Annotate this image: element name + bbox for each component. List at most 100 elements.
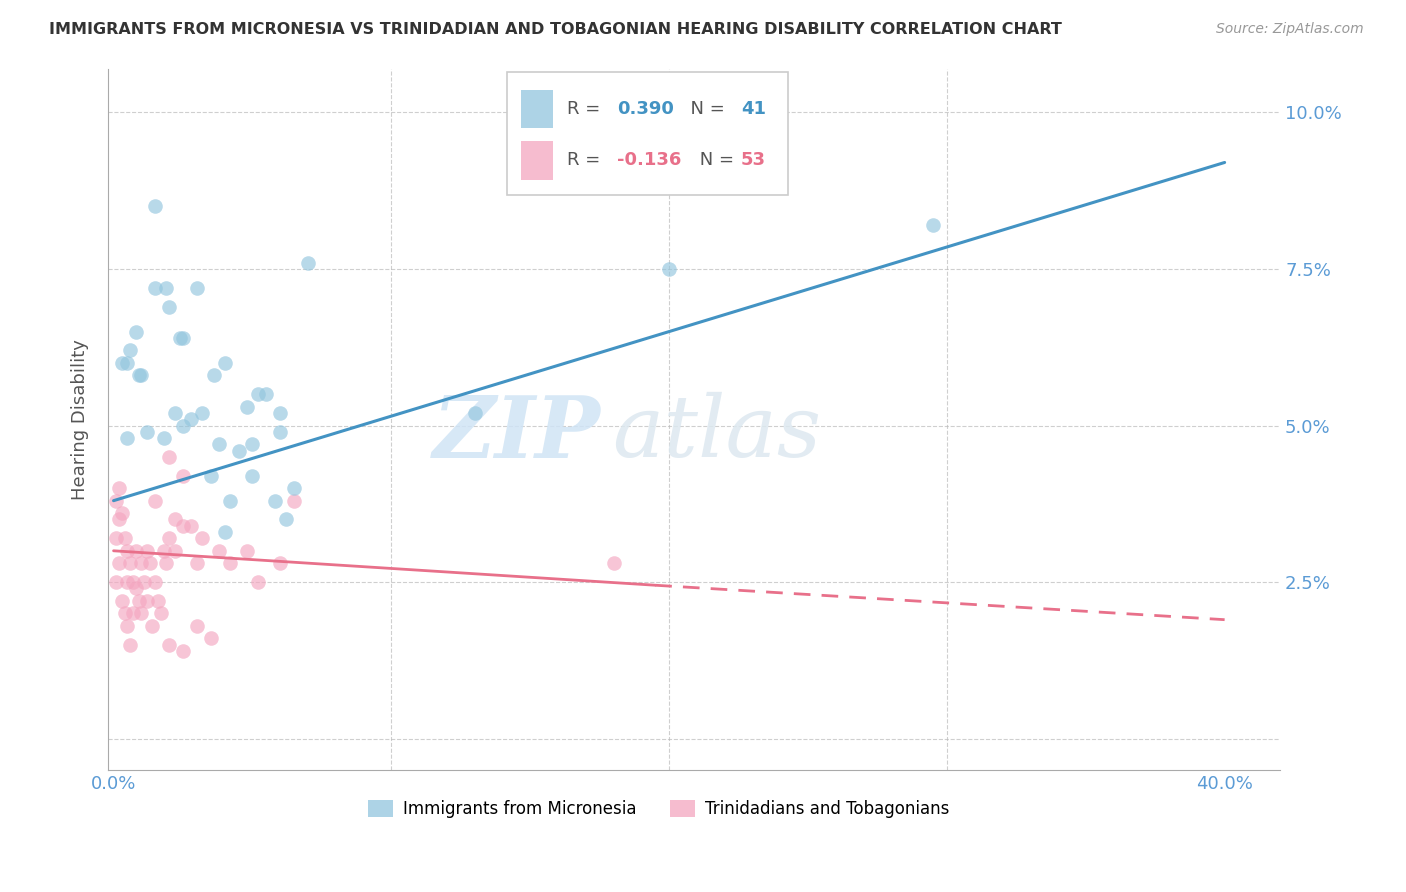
Point <box>180 518 202 533</box>
Point <box>163 406 186 420</box>
Point <box>172 331 194 345</box>
Point <box>214 356 236 370</box>
Point <box>169 331 191 345</box>
Point <box>157 638 180 652</box>
Point <box>208 543 231 558</box>
Point <box>152 431 174 445</box>
Point <box>143 575 166 590</box>
Point <box>125 325 148 339</box>
Point <box>105 531 128 545</box>
Point <box>191 531 214 545</box>
Point <box>155 557 177 571</box>
Point <box>122 607 145 621</box>
Point <box>128 594 150 608</box>
Point <box>120 557 142 571</box>
Point <box>172 468 194 483</box>
Point <box>163 512 186 526</box>
Point <box>228 443 250 458</box>
Point <box>186 619 208 633</box>
Point <box>135 425 157 439</box>
Point <box>219 557 242 571</box>
Text: Source: ZipAtlas.com: Source: ZipAtlas.com <box>1216 22 1364 37</box>
Point <box>111 356 134 370</box>
Point <box>120 343 142 358</box>
Point <box>157 450 180 464</box>
Point <box>111 594 134 608</box>
Point <box>108 512 131 526</box>
Point <box>246 387 269 401</box>
Point <box>922 218 945 232</box>
Point <box>263 493 285 508</box>
Point <box>117 575 139 590</box>
Point <box>114 607 136 621</box>
Point <box>186 281 208 295</box>
Bar <box>520 141 554 179</box>
Point <box>149 607 172 621</box>
Point <box>172 418 194 433</box>
Point <box>138 557 160 571</box>
Text: R =: R = <box>568 152 606 169</box>
Point <box>117 431 139 445</box>
Point <box>283 481 305 495</box>
Text: -0.136: -0.136 <box>617 152 681 169</box>
Point <box>108 557 131 571</box>
Point <box>297 255 319 269</box>
Point <box>180 412 202 426</box>
Point <box>464 406 486 420</box>
Point <box>157 300 180 314</box>
Point <box>132 575 155 590</box>
Point <box>219 493 242 508</box>
Point <box>146 594 169 608</box>
Point <box>155 281 177 295</box>
Legend: Immigrants from Micronesia, Trinidadians and Tobagonians: Immigrants from Micronesia, Trinidadians… <box>361 793 956 825</box>
Point <box>131 368 153 383</box>
Point <box>283 493 305 508</box>
Bar <box>520 89 554 128</box>
Point <box>246 575 269 590</box>
Text: ZIP: ZIP <box>433 392 600 475</box>
Point <box>208 437 231 451</box>
Point <box>117 543 139 558</box>
Point <box>141 619 163 633</box>
Point <box>143 493 166 508</box>
Text: N =: N = <box>679 100 730 118</box>
Point <box>111 506 134 520</box>
Text: R =: R = <box>568 100 606 118</box>
Point <box>105 493 128 508</box>
Y-axis label: Hearing Disability: Hearing Disability <box>72 339 89 500</box>
Point <box>242 468 264 483</box>
Point <box>143 281 166 295</box>
Point <box>108 481 131 495</box>
Text: 53: 53 <box>741 152 766 169</box>
Point <box>122 575 145 590</box>
Text: 0.390: 0.390 <box>617 100 673 118</box>
Point <box>254 387 277 401</box>
Point <box>135 543 157 558</box>
Point <box>214 524 236 539</box>
Point <box>120 638 142 652</box>
Point <box>658 262 681 277</box>
Point <box>269 425 291 439</box>
Point <box>186 557 208 571</box>
Point <box>157 531 180 545</box>
Point <box>114 531 136 545</box>
Point <box>602 557 624 571</box>
Point <box>131 557 153 571</box>
Text: N =: N = <box>695 152 740 169</box>
Point <box>200 632 222 646</box>
Point <box>128 368 150 383</box>
Point <box>236 400 259 414</box>
Point <box>269 557 291 571</box>
Text: 41: 41 <box>741 100 766 118</box>
FancyBboxPatch shape <box>506 72 787 194</box>
Point <box>172 518 194 533</box>
Point <box>191 406 214 420</box>
Point <box>117 619 139 633</box>
Point <box>274 512 297 526</box>
Point <box>236 543 259 558</box>
Point <box>200 468 222 483</box>
Point <box>163 543 186 558</box>
Point <box>135 594 157 608</box>
Point <box>269 406 291 420</box>
Point <box>143 199 166 213</box>
